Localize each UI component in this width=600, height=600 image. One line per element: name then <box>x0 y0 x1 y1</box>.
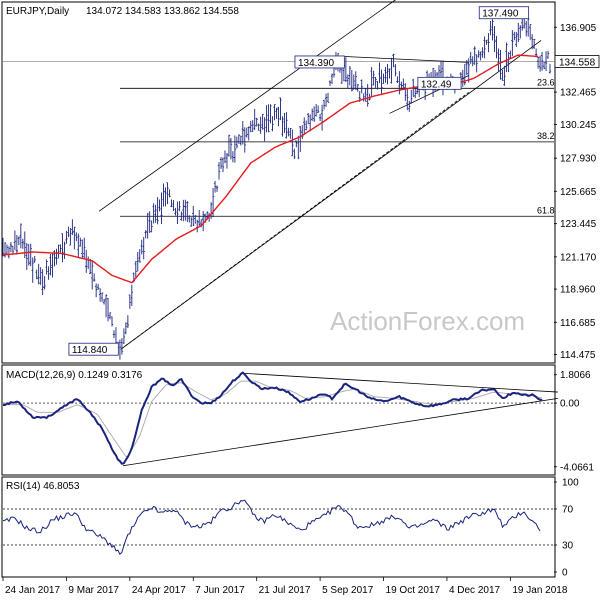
fib-level-label: 61.8 <box>537 205 555 215</box>
rsi-title: RSI(14) 46.8053 <box>6 481 80 492</box>
price-label-box <box>478 6 530 20</box>
axis-layer: 136.905 132.465 130.245 127.930 125.665 123.4… <box>2 23 600 596</box>
price-axis-label: 121.170 <box>560 252 597 263</box>
rsi-axis-label: 100 <box>562 478 579 489</box>
price-panel-frame <box>1 1 556 364</box>
price-label-134.390: 134.390 <box>294 55 345 69</box>
price-axis-label: 114.475 <box>560 350 596 361</box>
price-trend-line <box>120 91 469 350</box>
price-trend-line <box>98 0 396 212</box>
price-label-box <box>417 76 462 90</box>
ohlc-values: 134.072 134.583 133.862 134.558 <box>86 6 239 17</box>
fib-level-label: 23.6 <box>537 77 555 87</box>
x-axis-label: 9 Mar 2017 <box>68 585 119 596</box>
price-label-box <box>294 55 345 69</box>
rsi-axis-label: 0 <box>562 568 568 579</box>
price-axis-label: 127.930 <box>560 154 597 165</box>
macd-title: MACD(12,26,9) 0.1249 0.3176 <box>6 370 143 381</box>
price-axis-label: 125.665 <box>560 187 597 198</box>
x-axis-label: 7 Jun 2017 <box>195 585 245 596</box>
macd-trend-line <box>242 372 558 393</box>
price-label-text: 132.49 <box>421 79 452 90</box>
price-axis-label: 132.465 <box>560 88 597 99</box>
x-axis-label: 24 Jan 2017 <box>5 585 60 596</box>
x-axis-label: 19 Jan 2018 <box>512 585 567 596</box>
macd-panel-frame <box>1 364 556 476</box>
rsi-axis-label: 70 <box>562 505 574 516</box>
x-axis-label: 19 Oct 2017 <box>386 585 441 596</box>
rsi-line <box>2 499 541 556</box>
macd-axis-label: 0.00 <box>560 399 580 410</box>
price-label-137.490: 137.490 <box>478 6 530 20</box>
price-label-132.49: 132.49 <box>417 76 462 90</box>
price-label-text: 114.840 <box>72 345 108 356</box>
macd-axis-label: 1.8066 <box>560 370 591 381</box>
rsi-axis-label: 30 <box>562 541 574 552</box>
x-axis-label: 5 Sep 2017 <box>322 585 374 596</box>
price-axis-label: 116.685 <box>560 318 596 329</box>
price-label-box <box>68 342 119 356</box>
fib-level-label: 38.2 <box>537 131 555 141</box>
macd-line <box>2 371 543 465</box>
rsi-layer <box>2 499 554 556</box>
macd-layer <box>2 371 558 467</box>
symbol-label: EURJPY,Daily <box>6 6 69 17</box>
x-axis-label: 4 Dec 2017 <box>449 585 501 596</box>
price-layer: 23.6 38.2 61.8 114.840 134.390 132.49 137.490 <box>1 0 555 360</box>
price-axis-label: 130.245 <box>560 120 597 131</box>
rsi-panel-frame <box>1 476 556 578</box>
price-axis-label: 136.905 <box>560 23 597 34</box>
price-axis-label: 123.445 <box>560 219 597 230</box>
price-label-text: 137.490 <box>482 9 519 20</box>
macd-axis-label: -4.0661 <box>560 462 594 473</box>
watermark: ActionForex.com <box>330 306 525 336</box>
macd-trend-line <box>122 397 558 467</box>
price-label-114.840: 114.840 <box>68 342 119 356</box>
price-trend-line <box>344 56 469 63</box>
current-price-label: 134.558 <box>559 58 596 69</box>
current-price-box <box>554 55 600 68</box>
x-axis-label: 24 Apr 2017 <box>132 585 186 596</box>
price-label-text: 134.390 <box>298 58 335 69</box>
x-axis-label: 21 Jul 2017 <box>259 585 311 596</box>
price-axis-label: 118.960 <box>560 285 596 296</box>
